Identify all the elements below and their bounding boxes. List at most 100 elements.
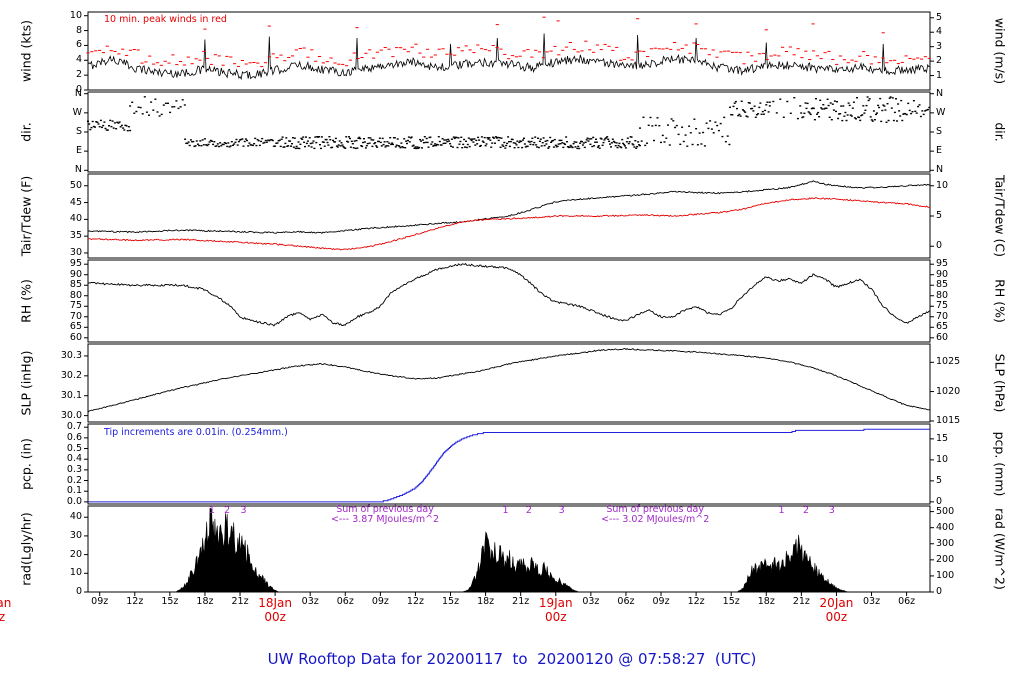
x-tick-label: 21z [512,596,530,607]
rad-peak-marker: 3 [558,505,565,516]
x-tick-label: 12z [687,596,705,607]
y-tick-left: 30.2 [60,369,82,381]
panel-pcp [84,423,934,505]
y-tick-right: 100 [936,569,955,581]
y-tick-right: 300 [936,537,955,549]
rad-peak-marker: 2 [525,505,532,516]
x-tick-label: 15z [722,596,740,607]
rad-peak-marker: 1 [502,505,509,516]
y-tick-left: 0.0 [66,495,82,507]
y-tick-left: 45 [69,196,82,208]
x-tick-label: 15z [441,596,460,607]
y-axis-label-left: Tair/Tdew (F) [18,175,34,257]
y-axis-label-left: wind (kts) [18,20,34,82]
y-tick-right: 10 [936,453,949,465]
x-tick-label: 12z [126,596,144,607]
y-tick-right: 4 [936,26,943,38]
x-tick-label: 03z [862,596,881,607]
x-tick-label: 12z [406,596,424,607]
rad-sum-annotation: <--- 3.87 MJoules/m^2 [330,514,440,525]
y-tick-left: 10 [69,9,82,21]
y-tick-right: 500 [936,505,955,517]
y-tick-left: 30 [69,246,82,258]
y-tick-right: 15 [936,432,949,444]
y-tick-right: 85 [936,279,949,291]
x-date-label: 18Jan [258,596,292,610]
y-tick-right: 70 [936,310,949,322]
y-tick-left: 90 [69,268,82,280]
x-date-label: 20Jan [819,596,854,610]
y-tick-left: N [74,164,82,176]
y-tick-left: 70 [69,310,82,322]
y-tick-left: 0.1 [66,485,82,497]
y-tick-right: 1025 [936,356,961,368]
y-tick-right: 0 [936,240,943,252]
x-tick-label: 21z [792,596,810,607]
rad-peak-marker: 2 [224,505,231,516]
y-tick-right: 90 [936,268,949,280]
x-tick-label: 09z [91,596,109,607]
y-axis-label-right: Tair/Tdew (C) [992,175,1008,257]
x-tick-label: 06z [617,596,635,607]
y-tick-left: 75 [69,300,82,312]
x-date-label-clipped: 00z [0,610,6,624]
y-axis-label-left: RH (%) [18,279,34,323]
y-tick-right: 75 [936,300,949,312]
x-tick-label: 03z [582,596,600,607]
y-tick-left: 0 [75,84,82,96]
y-axis-label-right: rad (W/m^2) [992,508,1008,590]
y-tick-right: 1015 [936,415,961,427]
x-tick-label: 06z [336,596,354,607]
y-tick-right: 5 [936,11,943,23]
y-tick-right: 0 [936,495,943,507]
y-tick-right: 80 [936,289,949,301]
panel-wind [84,11,934,91]
y-tick-left: 40 [69,511,82,523]
panel-rh [84,259,934,343]
y-tick-left: 20 [69,548,82,560]
y-tick-left: 30.3 [60,349,82,361]
y-tick-left: 35 [69,230,82,242]
y-tick-left: 6 [75,39,82,51]
x-date-label: 00z [264,610,286,624]
y-tick-right: 65 [936,321,949,333]
y-tick-right: W [936,106,946,118]
x-tick-label: 15z [161,596,179,607]
y-tick-left: N [74,87,82,99]
rad-sum-annotation: Sum of previous day [336,504,434,515]
y-tick-left: 0.4 [66,453,82,465]
x-date-label: 19Jan [538,596,573,610]
panel-dir [84,91,934,173]
y-tick-right: 60 [936,331,949,343]
x-date-label: 00z [825,610,848,624]
wind-peak-note: 10 min. peak winds in red [104,14,227,25]
y-tick-left: 30 [69,529,82,541]
y-tick-right: 1 [936,69,943,81]
y-tick-right: 5 [936,210,943,222]
rad-peak-marker: 2 [803,505,810,516]
y-tick-right: 200 [936,553,955,565]
x-tick-label: 21z [231,596,249,607]
rad-peak-marker: 3 [240,505,247,516]
x-tick-label: 03z [301,596,319,607]
y-tick-right: N [936,87,944,99]
y-tick-left: 30.0 [60,409,82,421]
y-tick-right: N [936,164,944,176]
y-tick-left: 65 [69,321,82,333]
y-axis-label-right: dir. [992,122,1008,142]
y-tick-left: 0.7 [66,421,82,433]
y-tick-left: 0.6 [66,431,82,443]
y-axis-label-left: SLP (inHg) [18,350,34,416]
y-tick-left: 60 [69,331,82,343]
x-date-label-clipped: 17Jan [0,596,12,610]
x-tick-label: 09z [371,596,389,607]
y-tick-right: 95 [936,258,949,270]
x-tick-label: 09z [652,596,670,607]
x-tick-label: 06z [898,596,916,607]
y-tick-left: 0.2 [66,474,82,486]
y-tick-left: 40 [69,213,82,225]
panel-rad [84,505,934,593]
y-tick-left: 4 [75,54,82,66]
y-tick-left: 2 [75,69,82,81]
